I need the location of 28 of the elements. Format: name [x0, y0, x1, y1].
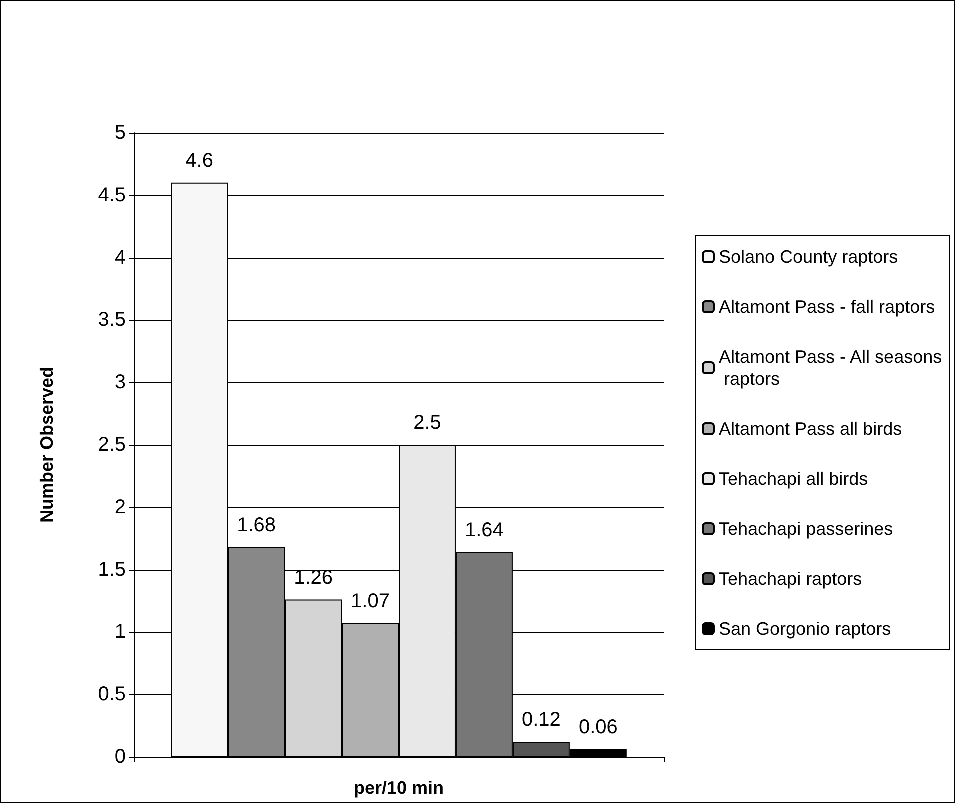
x-axis-title: per/10 min: [354, 778, 444, 798]
y-tick-label: 3: [114, 372, 126, 394]
legend-label: Tehachapi raptors: [719, 569, 862, 589]
legend-label: Tehachapi passerines: [719, 519, 894, 539]
legend-label: Tehachapi all birds: [719, 469, 868, 489]
y-tick-label: 2: [114, 496, 126, 518]
y-tick-label: 2.5: [98, 434, 126, 456]
y-tick-label: 1.5: [98, 558, 126, 581]
y-tick-label: 3.5: [98, 309, 126, 332]
data-label: 1.68: [237, 514, 276, 536]
legend-label: San Gorgonio raptors: [719, 619, 892, 639]
data-label: 1.64: [464, 519, 504, 542]
data-label: 0.06: [578, 716, 618, 739]
legend-label: Altamont Pass all birds: [719, 419, 902, 439]
y-axis-title: Number Observed: [37, 366, 57, 524]
y-tick-label: 0: [114, 746, 126, 768]
data-label: 2.5: [414, 412, 442, 434]
y-tick-label: 1: [114, 621, 126, 644]
y-tick-label: 0.5: [98, 684, 126, 706]
legend-label: Solano County raptors: [719, 247, 898, 267]
legend-label: Altamont Pass - All seasons raptors: [719, 347, 942, 389]
y-tick-label: 5: [114, 122, 126, 144]
data-label: 1.07: [351, 590, 390, 612]
legend-label: Altamont Pass - fall raptors: [719, 297, 936, 317]
data-label: 4.6: [186, 150, 214, 172]
data-label: 0.12: [522, 709, 561, 732]
y-tick-label: 4.5: [98, 184, 126, 206]
y-tick-label: 4: [114, 246, 126, 269]
